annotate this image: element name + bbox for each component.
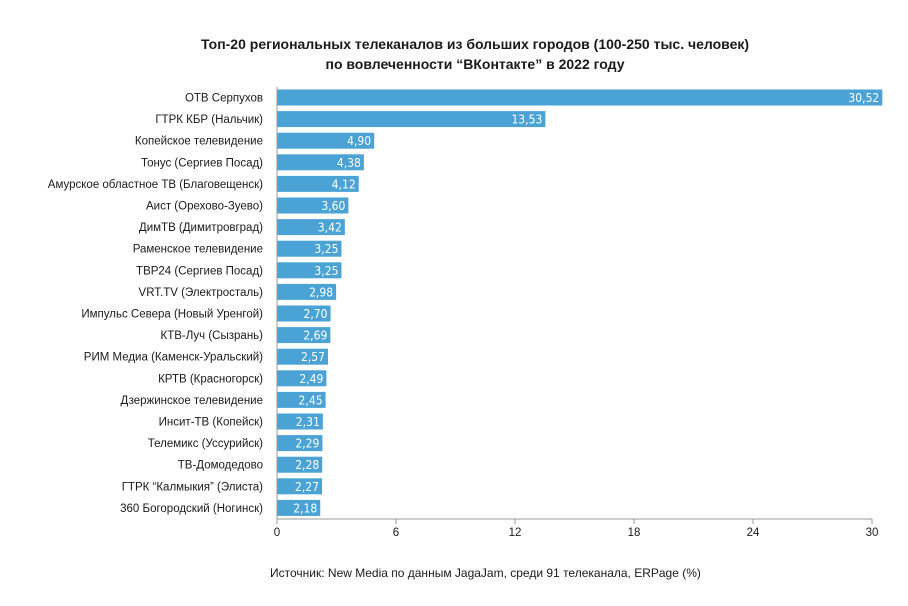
data-label: 3,25 [314,264,338,278]
bar [277,499,321,516]
bar [277,478,323,495]
category-label: Телемикс (Уссурийск) [148,438,263,450]
bar [277,456,323,473]
data-label: 3,25 [314,242,338,256]
category-label: Раменское телевидение [133,244,263,256]
bar [277,132,375,149]
bar [277,305,331,322]
bar [277,175,359,192]
data-label: 30,52 [848,91,879,105]
bar [277,154,364,171]
category-label: VRT.TV (Электросталь) [139,287,264,299]
chart-title-line-1: Топ-20 региональных телеканалов из больш… [200,36,750,52]
bar [277,89,883,106]
category-label: ГТРК “Калмыкия” (Элиста) [122,481,263,493]
bar [277,262,342,279]
data-label: 2,69 [303,329,327,343]
bar [277,111,546,128]
category-label: ОТВ Серпухов [185,93,263,105]
category-label: ТВР24 (Сергиев Посад) [136,265,263,277]
x-tick-label: 18 [628,527,641,539]
x-tick-label: 30 [866,527,879,539]
category-label: КРТВ (Красногорск) [158,373,263,385]
data-label: 13,53 [511,113,542,127]
data-label: 2,98 [309,285,333,299]
bar [277,348,328,365]
x-tick-label: 0 [274,527,280,539]
category-label: РИМ Медиа (Каменск-Уральский) [84,352,263,364]
data-label: 4,12 [332,177,356,191]
bar [277,327,331,344]
category-label: КТВ-Луч (Сызрань) [161,330,264,342]
x-tick-label: 12 [509,527,522,539]
category-label: 360 Богородский (Ногинск) [120,503,263,515]
category-label: Аист (Орехово-Зуево) [146,201,263,213]
category-label: Импульс Севера (Новый Уренгой) [81,309,263,321]
category-label: Дзержинское телевидение [120,395,263,407]
bar [277,219,345,236]
data-label: 2,57 [301,350,325,364]
data-label: 2,18 [293,501,317,515]
x-tick-label: 24 [747,527,760,539]
category-label: Амурское областное ТВ (Благовещенск) [48,179,263,191]
data-label: 2,31 [296,415,320,429]
chart-title-line-2: по вовлеченности “ВКонтакте” в 2022 году [325,56,625,72]
bar [277,197,349,214]
category-label: Тонус (Сергиев Посад) [141,157,263,169]
data-label: 3,42 [318,221,342,235]
data-label: 4,90 [347,134,371,148]
data-label: 2,70 [304,307,328,321]
bar [277,391,326,408]
bar [277,370,327,387]
source-note: Источник: New Media по данным JagaJam, с… [270,566,701,580]
category-label: Копейское телевидение [135,136,263,148]
data-label: 2,27 [295,480,319,494]
category-label: ДимТВ (Димитровград) [139,222,263,234]
category-label: ГТРК КБР (Нальчик) [155,114,263,126]
bar [277,283,337,300]
data-label: 2,49 [299,372,323,386]
data-label: 2,45 [299,393,323,407]
x-tick-label: 6 [393,527,399,539]
data-label: 2,29 [295,437,319,451]
data-label: 3,60 [321,199,345,213]
data-label: 2,28 [295,458,319,472]
category-label: Инсит-ТВ (Копейск) [159,417,264,429]
data-label: 4,38 [337,156,361,170]
bar [277,435,323,452]
bar [277,240,342,257]
category-label: ТВ-Домодедово [178,460,263,472]
bar [277,413,323,430]
